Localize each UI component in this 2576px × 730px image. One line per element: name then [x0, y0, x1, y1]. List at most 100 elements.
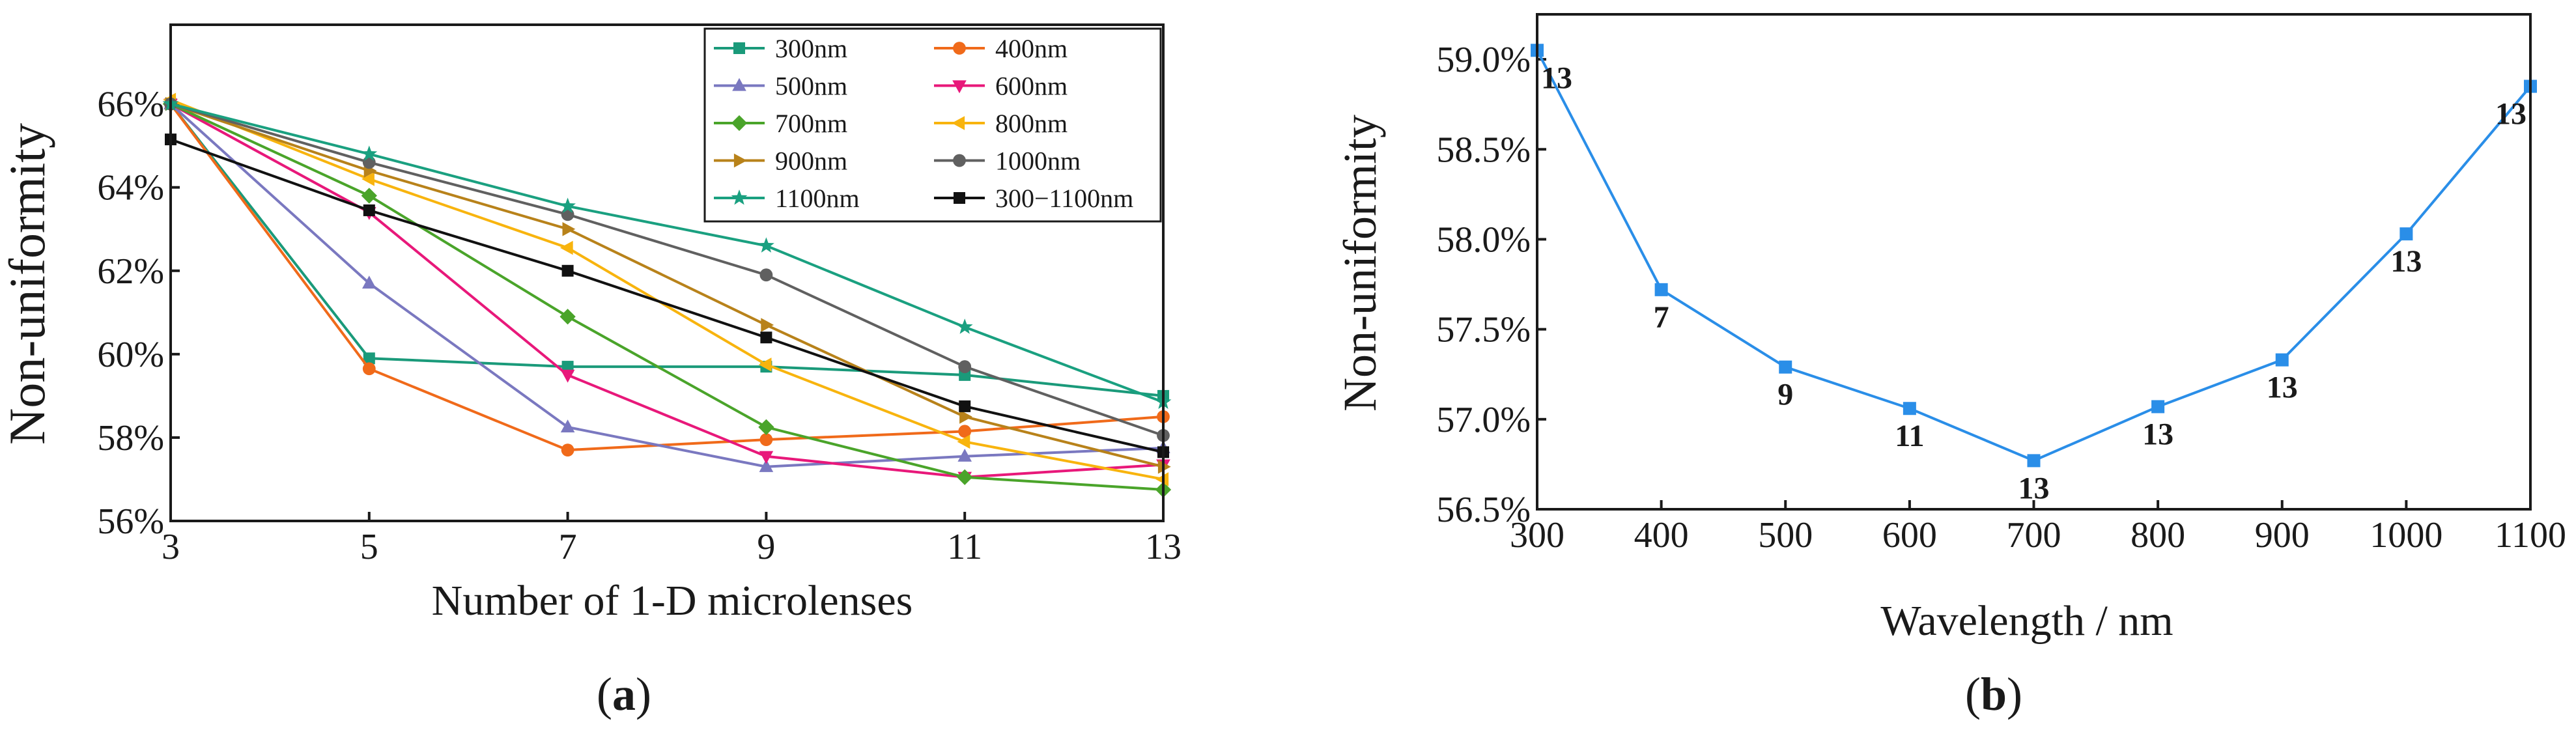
legend-item: 300nm	[714, 34, 847, 63]
data-point	[561, 264, 574, 277]
legend-marker	[952, 116, 965, 130]
data-point	[1903, 402, 1916, 415]
panel-a: Non-uniformity Number of 1-D microlenses…	[0, 23, 1182, 720]
data-point	[559, 309, 576, 325]
data-point	[362, 156, 376, 169]
x-tick-label-b: 600	[1882, 515, 1937, 555]
point-label: 13	[2267, 371, 2298, 405]
y-tick-label-a: 58%	[97, 418, 164, 458]
data-point	[560, 419, 575, 433]
x-tick-label-b: 500	[1758, 515, 1813, 555]
legend-label: 600nm	[995, 72, 1068, 101]
data-point	[2399, 227, 2413, 241]
legend-marker	[952, 80, 967, 94]
legend-label: 900nm	[775, 147, 847, 176]
data-point	[361, 172, 375, 186]
point-label: 13	[1541, 61, 1572, 95]
y-tick-label-b: 59.0%	[1436, 40, 1531, 80]
legend-label: 300−1100nm	[995, 184, 1133, 213]
x-tick-label-b: 300	[1510, 515, 1564, 555]
data-point	[761, 318, 774, 332]
point-label: 13	[2390, 244, 2422, 279]
x-axis-label-b: Wavelength / nm	[1880, 597, 2173, 645]
series-wavelength: 13 7 9 11 13 13 13 13 13	[1531, 44, 2537, 505]
legend-item: 600nm	[934, 72, 1068, 101]
data-point	[362, 362, 376, 376]
data-point	[2151, 400, 2165, 414]
point-label: 13	[2495, 97, 2526, 132]
data-point	[759, 433, 773, 447]
data-point	[956, 318, 973, 334]
x-tick-label-a: 5	[360, 527, 378, 567]
data-point	[758, 358, 772, 372]
data-point	[759, 459, 774, 472]
point-label: 7	[1654, 300, 1669, 335]
point-label: 11	[1895, 419, 1924, 453]
data-point	[561, 208, 574, 221]
series-line	[1536, 49, 2532, 462]
data-point	[363, 204, 375, 216]
legend-label: 300nm	[775, 34, 847, 63]
data-point	[957, 434, 970, 449]
data-point	[1779, 360, 1792, 374]
data-point	[2027, 454, 2041, 468]
data-point	[958, 425, 972, 438]
legend-label: 400nm	[995, 34, 1068, 63]
data-point	[562, 221, 576, 236]
legend-marker	[731, 115, 748, 132]
y-axis-label-a: Non-uniformity	[0, 123, 55, 445]
data-point	[559, 197, 576, 214]
y-tick-label-b: 57.0%	[1436, 400, 1531, 440]
y-tick-label-b: 58.0%	[1436, 219, 1531, 260]
legend-marker	[732, 77, 746, 91]
data-point	[959, 400, 971, 412]
y-tick-label-a: 64%	[97, 168, 164, 208]
y-tick-label-b: 57.5%	[1436, 310, 1531, 350]
legend-item: 800nm	[934, 109, 1068, 138]
data-point	[361, 188, 377, 204]
x-tick-label-b: 400	[1634, 515, 1689, 555]
series-line	[170, 102, 1164, 491]
data-point	[957, 449, 972, 462]
legend-label: 1100nm	[775, 184, 860, 213]
x-tick-label-a: 3	[162, 527, 180, 567]
legend-label: 800nm	[995, 109, 1068, 138]
plot-frame-b	[1536, 13, 2532, 511]
data-point	[361, 145, 378, 161]
x-tick-label-b: 1000	[2370, 515, 2442, 555]
y-tick-label-a: 60%	[97, 335, 164, 375]
data-point	[958, 360, 972, 373]
legend-marker	[953, 42, 966, 55]
data-point	[957, 469, 973, 485]
x-tick-label-a: 11	[947, 527, 982, 567]
caption-a: (a)	[597, 668, 651, 720]
y-tick-label-b: 58.5%	[1436, 130, 1531, 170]
legend-item: 400nm	[934, 34, 1068, 63]
series-line	[170, 102, 1164, 468]
data-point	[1654, 283, 1668, 296]
y-tick-label-a: 62%	[97, 251, 164, 292]
data-point	[959, 410, 972, 424]
point-label: 9	[1777, 378, 1793, 412]
data-point	[759, 268, 773, 282]
legend-item: 300−1100nm	[934, 184, 1133, 213]
data-point	[561, 443, 574, 457]
y-tick-label-b: 56.5%	[1436, 490, 1531, 530]
x-tick-label-b: 1100	[2495, 515, 2566, 555]
series-line	[169, 103, 1164, 468]
y-axis-label-b: Non-uniformity	[1334, 115, 1386, 412]
legend-a: 300nm 400nm 500nm 600nm 700nm 800nm 900nm 1000n…	[703, 27, 1162, 223]
legend-marker	[733, 153, 747, 168]
x-tick-label-a: 13	[1145, 527, 1182, 567]
panel-b: Non-uniformity Wavelength / nm (b) 300 40…	[1334, 13, 2566, 720]
legend-marker	[733, 42, 745, 54]
data-point	[561, 361, 574, 373]
y-tick-label-a: 66%	[97, 85, 164, 125]
legend-label: 1000nm	[995, 147, 1081, 176]
point-label: 13	[2142, 417, 2173, 451]
data-point	[363, 352, 375, 365]
data-point	[559, 240, 573, 255]
legend-item: 1100nm	[714, 184, 860, 213]
series-line	[170, 138, 1164, 454]
